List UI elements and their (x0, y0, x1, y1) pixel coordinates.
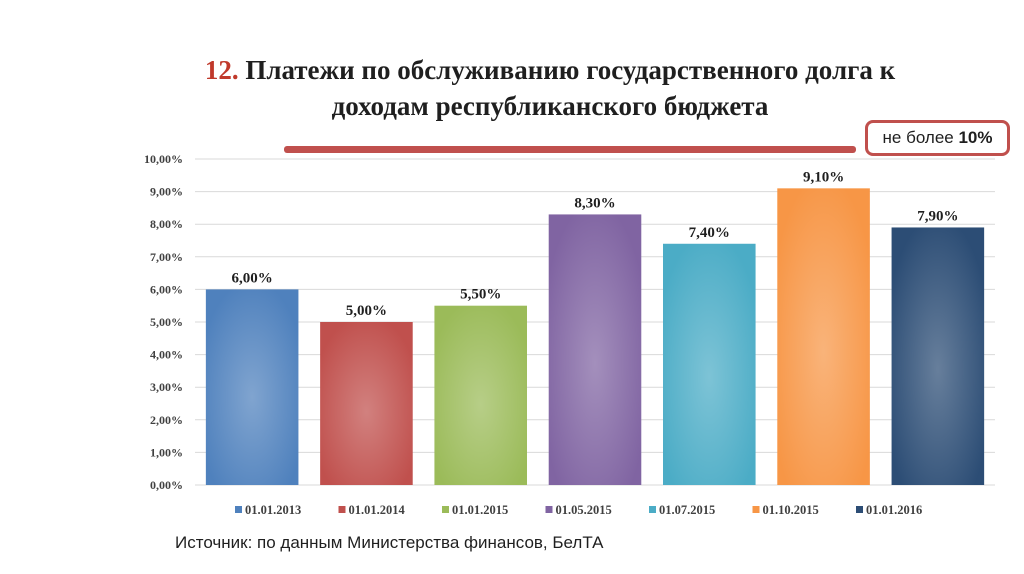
value-label: 8,30% (574, 195, 615, 211)
legend-swatch (545, 506, 553, 513)
y-tick-label: 3,00% (150, 380, 183, 394)
source-note: Источник: по данным Министерства финансо… (175, 533, 604, 552)
legend-swatch (442, 506, 449, 513)
limit-value: 10% (958, 128, 993, 147)
y-tick-label: 6,00% (150, 282, 183, 296)
title-line-1: Платежи по обслуживанию государственного… (245, 55, 896, 85)
value-label: 7,40% (689, 225, 730, 241)
bar-sheen (434, 305, 527, 485)
bar-sheen (663, 243, 756, 485)
y-tick-label: 2,00% (150, 413, 183, 427)
legend-label: 01.01.2014 (349, 503, 406, 517)
legend-swatch (649, 506, 656, 513)
y-tick-label: 7,00% (150, 250, 183, 264)
value-label: 5,50% (460, 287, 501, 303)
bars (205, 188, 985, 486)
y-tick-label: 8,00% (150, 217, 183, 231)
bar-sheen (205, 289, 299, 485)
y-tick-label: 0,00% (150, 478, 183, 492)
limit-line (284, 146, 856, 153)
chart-title: 12. Платежи по обслуживанию государствен… (120, 52, 980, 124)
y-tick-label: 5,00% (150, 315, 183, 329)
legend-swatch (235, 506, 242, 513)
legend-label: 01.07.2015 (659, 503, 715, 517)
value-label: 5,00% (346, 303, 387, 319)
bar-sheen (548, 214, 642, 486)
legend-label: 01.01.2015 (452, 503, 508, 517)
legend-swatch (752, 506, 760, 513)
y-tick-label: 9,00% (150, 185, 183, 199)
value-label: 9,10% (803, 169, 844, 185)
legend-swatch (856, 506, 863, 513)
y-tick-label: 10,00% (144, 152, 183, 166)
y-axis-ticks: 0,00% 1,00% 2,00% 3,00% 4,00% 5,00% 6,00% 7,00%… (144, 152, 183, 492)
bar-sheen (777, 188, 870, 485)
slide-number: 12. (204, 55, 239, 85)
y-tick-label: 4,00% (150, 348, 183, 362)
bar-sheen (891, 227, 985, 485)
legend-label: 01.05.2015 (556, 503, 612, 517)
value-label: 7,90% (917, 208, 958, 224)
legend-swatch (338, 506, 346, 513)
title-line-2: доходам республиканского бюджета (331, 91, 769, 121)
legend: 01.01.2013 01.01.2014 01.01.2015 01.05.2015… (235, 503, 922, 517)
legend-label: 01.01.2016 (866, 503, 922, 517)
bar-sheen (320, 322, 413, 485)
y-tick-label: 1,00% (150, 445, 183, 459)
value-label: 6,00% (232, 270, 273, 286)
value-labels: 6,00% 5,00% 5,50% 8,30% 7,40% 9,10% 7,90% (232, 169, 959, 319)
limit-callout: не более 10% (865, 120, 1010, 156)
legend-label: 01.10.2015 (763, 503, 819, 517)
limit-prefix: не более (882, 128, 959, 147)
legend-label: 01.01.2013 (245, 503, 301, 517)
